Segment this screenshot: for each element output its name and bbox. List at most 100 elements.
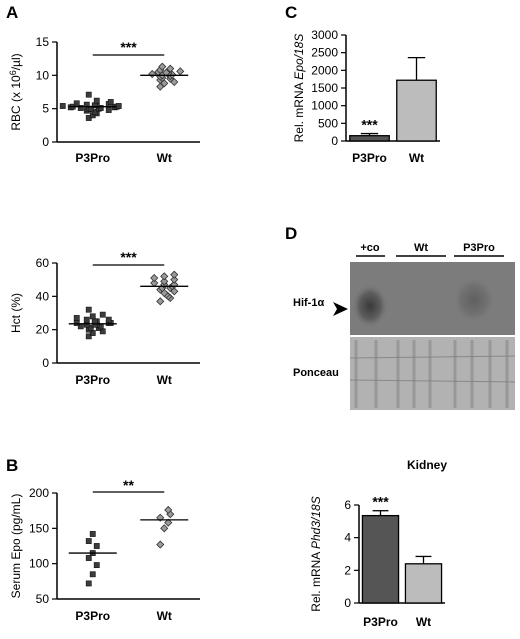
data-point (99, 311, 106, 318)
data-point (166, 64, 175, 73)
x-category-label: Wt (157, 373, 172, 387)
x-category-label: Wt (157, 151, 172, 165)
y-tick-label: 0 (42, 356, 49, 370)
y-tick-label: 50 (36, 592, 50, 606)
bar (396, 79, 437, 142)
data-point (93, 562, 100, 568)
y-tick-label: 1500 (311, 81, 338, 95)
data-point (164, 518, 173, 527)
x-category-label: Wt (416, 615, 431, 629)
data-point (105, 107, 112, 113)
bar (361, 514, 400, 604)
data-point (73, 315, 80, 321)
x-category-label: P3Pro (75, 151, 110, 165)
hif1a-band-control (352, 284, 388, 328)
data-point (77, 105, 84, 111)
y-axis-label: Rel. mRNA Phd3/18S (309, 496, 323, 611)
data-point (91, 318, 98, 325)
data-point (160, 524, 169, 533)
data-point (115, 103, 122, 109)
x-category-label: Wt (157, 609, 172, 623)
hif1a-band-p3pro (454, 278, 494, 322)
ponceau-lane-streaks (354, 340, 509, 408)
y-tick-label: 10 (36, 68, 50, 82)
y-axis-label: RBC (x 106/µl) (8, 53, 23, 130)
panel-label-c: C (285, 3, 297, 22)
significance-label: *** (361, 117, 378, 133)
epo-mrna-bar-chart: 0 500 1000 1500 2000 2500 3000 Rel. mRNA Epo/18… (292, 28, 440, 165)
chart-title: Kidney (407, 458, 447, 472)
data-point (89, 531, 96, 537)
data-point (83, 321, 90, 328)
y-tick-label: 60 (36, 256, 50, 270)
y-tick-label: 0 (331, 134, 338, 148)
significance-label: *** (372, 494, 389, 510)
data-point (170, 280, 179, 289)
western-blot: +co Wt P3Pro Hif-1α Ponceau (293, 242, 516, 410)
x-category-label: P3Pro (352, 151, 387, 165)
data-point (93, 543, 100, 549)
bar (349, 135, 390, 142)
data-point (73, 320, 80, 326)
panel-label-a: A (6, 3, 18, 22)
data-point (73, 100, 80, 107)
y-tick-label: 2 (344, 563, 351, 577)
panel-label-d: D (285, 224, 297, 243)
y-tick-label: 15 (36, 35, 50, 49)
hct-scatter-chart: 0 20 40 60 Hct (%) P3Pro Wt *** (9, 249, 200, 387)
data-point (170, 275, 179, 284)
lane-label-wt: Wt (414, 242, 428, 254)
y-tick-label: 200 (29, 486, 49, 500)
data-point (176, 67, 185, 76)
y-tick-label: 1000 (311, 99, 338, 113)
y-tick-label: 150 (29, 521, 49, 535)
y-axis-label: Hct (%) (9, 293, 23, 333)
y-tick-label: 40 (36, 289, 50, 303)
data-point (85, 91, 92, 98)
data-point (85, 306, 92, 313)
lane-label-control: +co (360, 242, 380, 254)
serum-epo-scatter-chart: 50 100 150 200 Serum Epo (pg/mL) P3Pro Wt ** (9, 477, 200, 623)
significance-label: *** (120, 249, 137, 265)
y-tick-label: 5 (42, 102, 49, 116)
data-point (91, 109, 98, 115)
y-tick-label: 100 (29, 557, 49, 571)
y-tick-label: 0 (42, 135, 49, 149)
data-point (162, 68, 171, 77)
data-point (164, 505, 173, 515)
y-tick-label: 6 (344, 498, 351, 512)
data-point (107, 99, 114, 105)
significance-label: ** (123, 477, 134, 493)
y-tick-label: 0 (344, 596, 351, 610)
phd3-mrna-bar-chart: 0 2 4 6 Rel. mRNA Phd3/18S P3Pro Wt Kidney *** (309, 458, 447, 629)
y-tick-label: 2500 (311, 46, 338, 60)
significance-label: *** (120, 39, 137, 55)
data-point (85, 538, 92, 544)
data-point (89, 313, 96, 320)
data-point (85, 580, 92, 587)
data-point (59, 103, 66, 109)
y-axis-label: Rel. mRNA Epo/18S (292, 34, 306, 143)
y-tick-label: 20 (36, 323, 50, 337)
blot-row-label-hif1a: Hif-1α (293, 297, 324, 309)
data-point (150, 273, 159, 283)
rbc-scatter-chart: 0 5 10 15 RBC (x 106/µl) P3Pro Wt *** (8, 35, 200, 165)
data-point (170, 270, 179, 279)
data-point (93, 97, 100, 104)
x-category-label: P3Pro (75, 609, 110, 623)
y-tick-label: 2000 (311, 63, 338, 77)
lane-label-p3pro: P3Pro (463, 242, 495, 254)
data-point (83, 316, 90, 323)
panel-label-b: B (6, 456, 18, 475)
y-tick-label: 3000 (311, 28, 338, 42)
data-point (89, 571, 96, 578)
data-point (85, 555, 92, 561)
data-point (85, 333, 92, 340)
data-point (160, 277, 169, 286)
y-tick-label: 500 (318, 116, 338, 130)
data-point (156, 540, 165, 549)
arrowhead-icon (333, 302, 348, 316)
x-category-label: P3Pro (75, 373, 110, 387)
x-category-label: P3Pro (363, 615, 398, 629)
